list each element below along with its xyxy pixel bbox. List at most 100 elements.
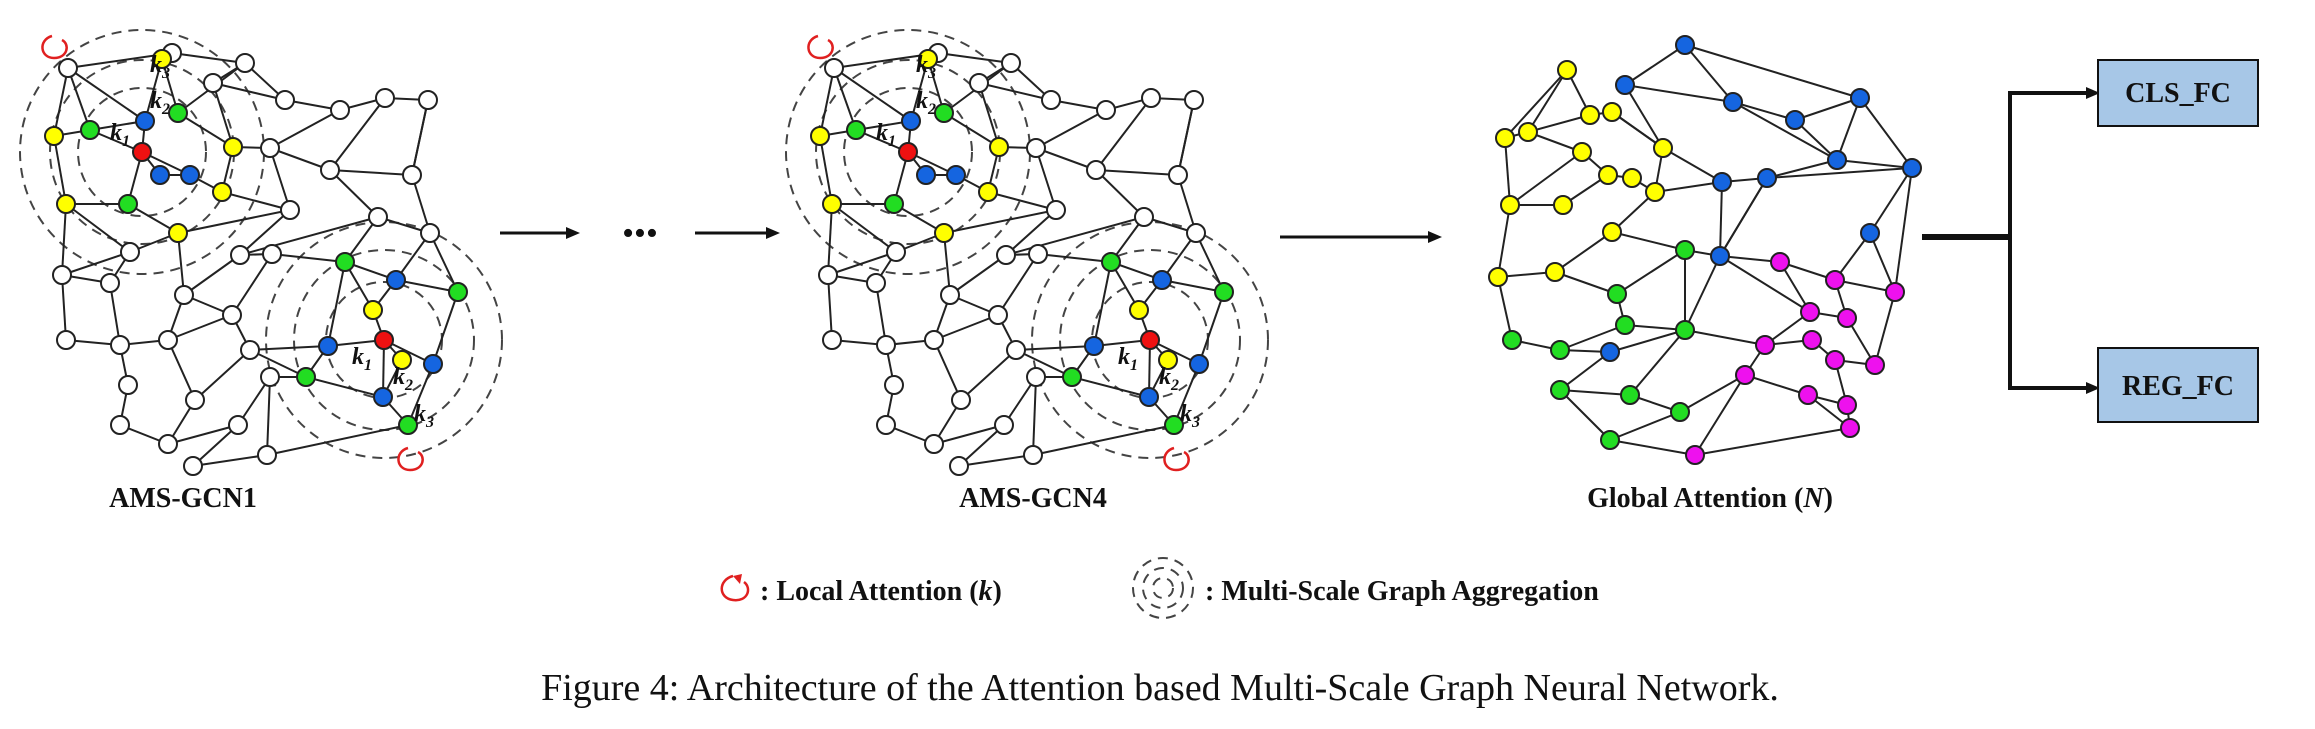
gcn1-edge: [432, 291, 459, 365]
global-edge: [1869, 167, 1913, 234]
global-edge: [1624, 84, 1664, 149]
gcn1-edge: [171, 52, 246, 64]
gcn1-node: [158, 330, 178, 350]
global-node: [1755, 335, 1775, 355]
gcn4-node: [1026, 138, 1046, 158]
gcn1-node: [260, 367, 280, 387]
gcn1-node: [120, 242, 140, 262]
global-edge: [1719, 177, 1768, 257]
gcn1-node: [375, 88, 395, 108]
gcn1-edge: [221, 191, 291, 211]
gcn4-scale-ring: [843, 87, 973, 217]
global-node: [1825, 270, 1845, 290]
gcn4-edge: [819, 67, 835, 137]
gcn4-node: [822, 330, 842, 350]
gcn4-local-attention-icon: [807, 34, 834, 60]
gcn4-edge: [997, 253, 1039, 316]
gcn4-edge: [987, 191, 1057, 211]
gcn1-k-label: k3: [150, 52, 170, 82]
global-node: [1785, 110, 1805, 130]
global-edge: [1836, 159, 1913, 169]
gcn1-node: [418, 90, 438, 110]
gcn1-edge: [177, 232, 185, 296]
gcn4-edge: [1005, 216, 1145, 256]
gcn1-edge: [144, 58, 163, 122]
local-attention-arrowhead-icon: [733, 574, 742, 584]
gcn4-edge: [1198, 291, 1225, 365]
gcn1-edge: [407, 363, 434, 426]
global-edge: [1679, 374, 1746, 413]
gcn4-node: [1026, 367, 1046, 387]
gcn4-node: [1184, 90, 1204, 110]
global-node: [1850, 88, 1870, 108]
gcn1-node: [392, 350, 412, 370]
gcn1-edge: [212, 82, 234, 148]
gcn1-edge: [67, 67, 146, 122]
gcn1-node: [44, 126, 64, 146]
gcn1-node: [398, 415, 418, 435]
gcn4-node: [1028, 244, 1048, 264]
global-edge: [1609, 411, 1681, 441]
gcn4-node: [866, 273, 886, 293]
gcn1-node: [257, 445, 277, 465]
gcn4-edge: [1015, 345, 1095, 351]
gcn4-edge: [833, 67, 912, 122]
gcn1-edge: [167, 314, 233, 341]
gcn4-node: [1006, 340, 1026, 360]
global-node: [1802, 330, 1822, 350]
gcn1-edge: [61, 251, 131, 276]
gcn4-edge: [1037, 253, 1112, 263]
gcn1-edge: [271, 253, 346, 263]
gcn4-node: [1152, 270, 1172, 290]
global-edge: [1684, 44, 1861, 99]
gcn1-edge: [249, 345, 329, 351]
ams-gcn4-label: AMS-GCN4: [959, 483, 1107, 514]
gcn4-edge: [933, 424, 1005, 445]
global-edge: [1611, 231, 1686, 251]
arrow-gcn1-to-ellipsis: [500, 227, 580, 239]
gcn4-edge: [978, 82, 1000, 148]
global-node: [1615, 315, 1635, 335]
global-edge: [1662, 147, 1723, 183]
gcn4-node: [1086, 160, 1106, 180]
gcn4-node: [1164, 415, 1184, 435]
global-edge: [1504, 69, 1568, 139]
gcn4-node: [940, 285, 960, 305]
gcn4-k-label: k3: [1180, 401, 1200, 431]
gcn1-k-label: k1: [110, 120, 130, 150]
gcn1-edge: [177, 112, 234, 148]
gcn4-node: [884, 194, 904, 214]
gcn4-k-label: k2: [1159, 364, 1179, 394]
gcn1-node: [58, 58, 78, 78]
gcn1-edge: [183, 254, 241, 296]
gcn4-edge: [1093, 261, 1112, 347]
global-edge: [1836, 97, 1861, 161]
gcn4-edge: [937, 52, 1012, 64]
gcn4-edge: [819, 135, 833, 205]
gcn4-edge: [875, 282, 887, 346]
global-node: [1550, 340, 1570, 360]
global-edge: [1654, 181, 1723, 193]
global-node: [1757, 168, 1777, 188]
figure-caption: Figure 4: Architecture of the Attention …: [541, 667, 1779, 709]
global-edge: [1559, 389, 1631, 396]
global-node: [1653, 138, 1673, 158]
gcn1-node: [335, 252, 355, 272]
global-edge: [1766, 159, 1838, 179]
gcn1-node: [240, 340, 260, 360]
gcn1-edge: [67, 67, 91, 131]
gcn4-edge: [1177, 174, 1197, 234]
global-attention-label: Global Attention (N): [1587, 483, 1833, 514]
gcn1-edge: [305, 376, 384, 398]
global-node: [1580, 105, 1600, 125]
global-node: [1800, 302, 1820, 322]
gcn4-edge: [943, 209, 1057, 234]
gcn1-scale-ring: [265, 221, 503, 459]
gcn1-node: [100, 273, 120, 293]
global-node: [1572, 142, 1592, 162]
gcn1-edge: [266, 376, 271, 456]
gcn1-node: [420, 223, 440, 243]
global-node: [1840, 418, 1860, 438]
gcn1-node: [56, 194, 76, 214]
gcn4-node: [876, 335, 896, 355]
